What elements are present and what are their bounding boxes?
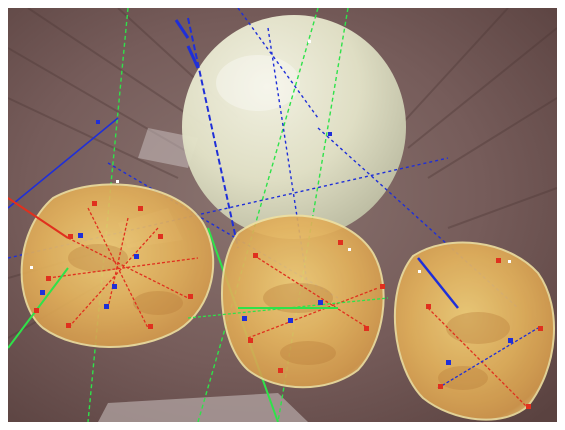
markers-white: [30, 40, 511, 273]
markers-red: [34, 201, 543, 409]
white-sphere: [182, 15, 406, 239]
scene-render: [8, 8, 557, 422]
3d-viewport: [8, 8, 557, 422]
cell-left: [20, 183, 215, 348]
cell-texture: [68, 244, 510, 390]
floor-patch: [98, 393, 308, 422]
cell-middle: [221, 214, 385, 389]
markers-blue: [40, 120, 513, 365]
